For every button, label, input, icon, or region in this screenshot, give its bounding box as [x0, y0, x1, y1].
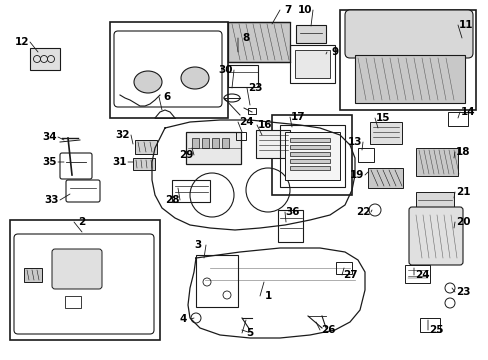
- Ellipse shape: [181, 67, 208, 89]
- Text: 31: 31: [113, 157, 127, 167]
- Bar: [236, 132, 245, 140]
- Ellipse shape: [134, 71, 162, 93]
- Bar: [294, 50, 329, 78]
- Bar: [357, 148, 373, 162]
- Bar: [278, 210, 303, 242]
- Text: 12: 12: [15, 37, 29, 47]
- Bar: [289, 166, 329, 170]
- Text: 26: 26: [320, 325, 335, 335]
- Bar: [202, 138, 208, 148]
- Bar: [419, 318, 439, 332]
- Bar: [404, 265, 429, 283]
- Bar: [133, 158, 155, 170]
- Text: 33: 33: [45, 195, 59, 205]
- FancyBboxPatch shape: [52, 249, 102, 289]
- Bar: [185, 132, 241, 164]
- Text: 23: 23: [455, 287, 469, 297]
- Text: 28: 28: [164, 195, 179, 205]
- Bar: [367, 168, 402, 188]
- Text: 27: 27: [342, 270, 357, 280]
- Bar: [172, 180, 209, 202]
- Text: 4: 4: [179, 314, 186, 324]
- Bar: [289, 159, 329, 163]
- Bar: [289, 138, 329, 142]
- Bar: [369, 122, 401, 144]
- Bar: [280, 125, 345, 187]
- Bar: [289, 152, 329, 156]
- Bar: [289, 145, 329, 149]
- Bar: [295, 25, 325, 43]
- Bar: [30, 48, 60, 70]
- Bar: [24, 268, 42, 282]
- Bar: [354, 55, 464, 103]
- Text: 24: 24: [238, 117, 253, 127]
- Text: 2: 2: [78, 217, 85, 227]
- Text: 32: 32: [116, 130, 130, 140]
- Bar: [335, 262, 351, 274]
- Bar: [256, 130, 289, 158]
- Bar: [285, 132, 339, 180]
- Text: 29: 29: [179, 150, 193, 160]
- Text: 20: 20: [455, 217, 469, 227]
- Text: 16: 16: [257, 120, 272, 130]
- Bar: [10, 220, 160, 340]
- Text: 1: 1: [264, 291, 271, 301]
- Text: 36: 36: [285, 207, 300, 217]
- Bar: [135, 140, 157, 154]
- Text: 23: 23: [247, 83, 262, 93]
- Bar: [212, 138, 219, 148]
- Text: 10: 10: [297, 5, 312, 15]
- Bar: [415, 148, 457, 176]
- FancyBboxPatch shape: [345, 10, 472, 58]
- Bar: [247, 108, 256, 114]
- Text: 5: 5: [246, 328, 253, 338]
- Text: 22: 22: [355, 207, 369, 217]
- Bar: [227, 22, 289, 62]
- Bar: [415, 192, 453, 208]
- Bar: [339, 10, 475, 110]
- Text: 34: 34: [42, 132, 57, 142]
- Bar: [65, 296, 81, 308]
- Text: 17: 17: [290, 112, 305, 122]
- Text: 6: 6: [163, 92, 170, 102]
- Bar: [222, 138, 228, 148]
- Bar: [447, 112, 467, 126]
- FancyBboxPatch shape: [408, 207, 462, 265]
- Text: 15: 15: [375, 113, 389, 123]
- Bar: [271, 115, 351, 195]
- Text: 25: 25: [428, 325, 442, 335]
- Text: 30: 30: [218, 65, 233, 75]
- Text: 9: 9: [331, 47, 338, 57]
- Text: 3: 3: [194, 240, 201, 250]
- Bar: [227, 65, 258, 87]
- Bar: [110, 22, 227, 118]
- Text: 18: 18: [455, 147, 469, 157]
- Text: 8: 8: [242, 33, 249, 43]
- Text: 11: 11: [458, 20, 472, 30]
- Bar: [196, 255, 238, 307]
- Text: 19: 19: [349, 170, 364, 180]
- Text: 21: 21: [455, 187, 469, 197]
- Bar: [192, 138, 199, 148]
- Text: 24: 24: [414, 270, 428, 280]
- Text: 13: 13: [347, 137, 362, 147]
- Text: 35: 35: [42, 157, 57, 167]
- Text: 7: 7: [284, 5, 291, 15]
- Bar: [289, 45, 334, 83]
- Text: 14: 14: [460, 107, 474, 117]
